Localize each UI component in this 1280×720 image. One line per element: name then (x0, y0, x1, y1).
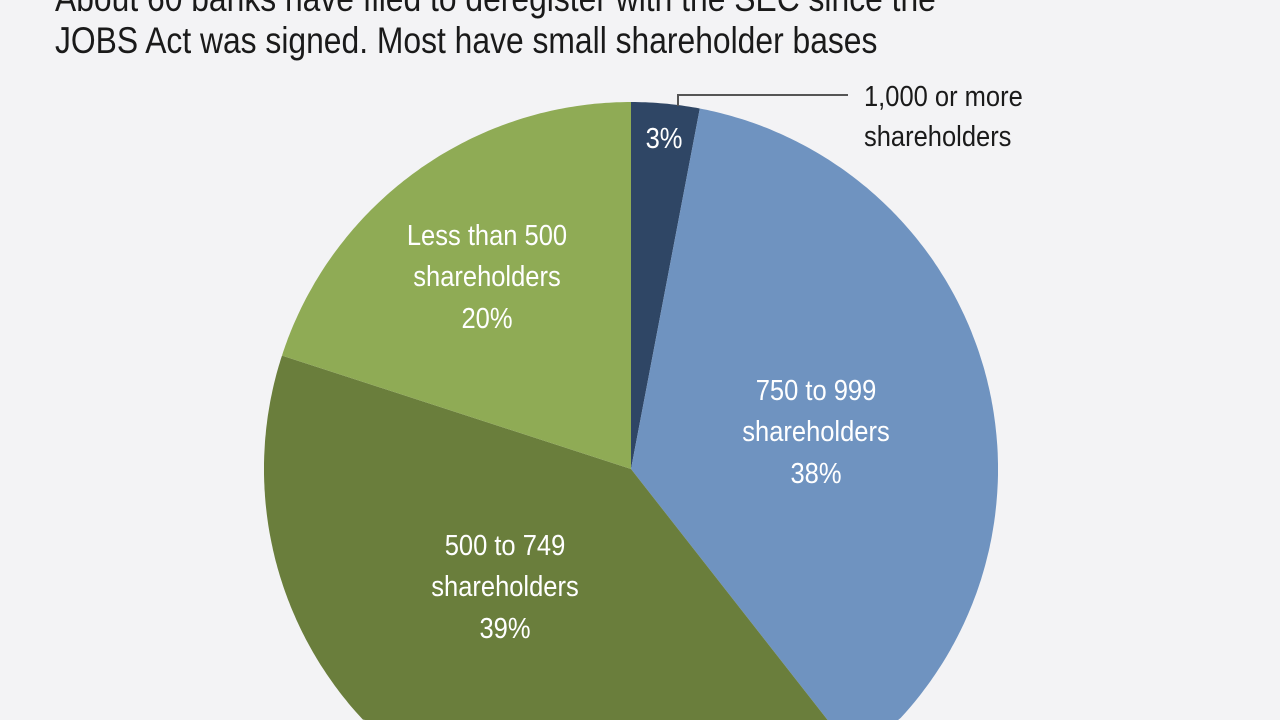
pie-slice (631, 102, 700, 469)
data-label: 39% (479, 611, 530, 644)
data-label: 3% (646, 121, 683, 154)
slice-label: 500 to 749 (445, 528, 566, 561)
data-label: 38% (790, 456, 841, 489)
slice-label: 1,000 or more (864, 79, 1023, 112)
pie-slice (631, 108, 998, 720)
slice-label: Less than 500 (407, 218, 567, 251)
slice-label: shareholders (413, 259, 560, 292)
slice-label: shareholders (864, 119, 1011, 152)
slice-label: shareholders (431, 569, 578, 602)
chart-title: About 60 banks have filed to deregister … (55, 0, 1259, 62)
pie-slice (282, 102, 631, 469)
title-line-1: About 60 banks have filed to deregister … (55, 0, 1259, 20)
pie-slice (264, 355, 828, 720)
data-label: 20% (461, 301, 512, 334)
slice-label: shareholders (742, 414, 889, 447)
slice-label: 750 to 999 (756, 373, 877, 406)
title-line-2: JOBS Act was signed. Most have small sha… (55, 20, 878, 61)
leader-line (677, 94, 848, 106)
